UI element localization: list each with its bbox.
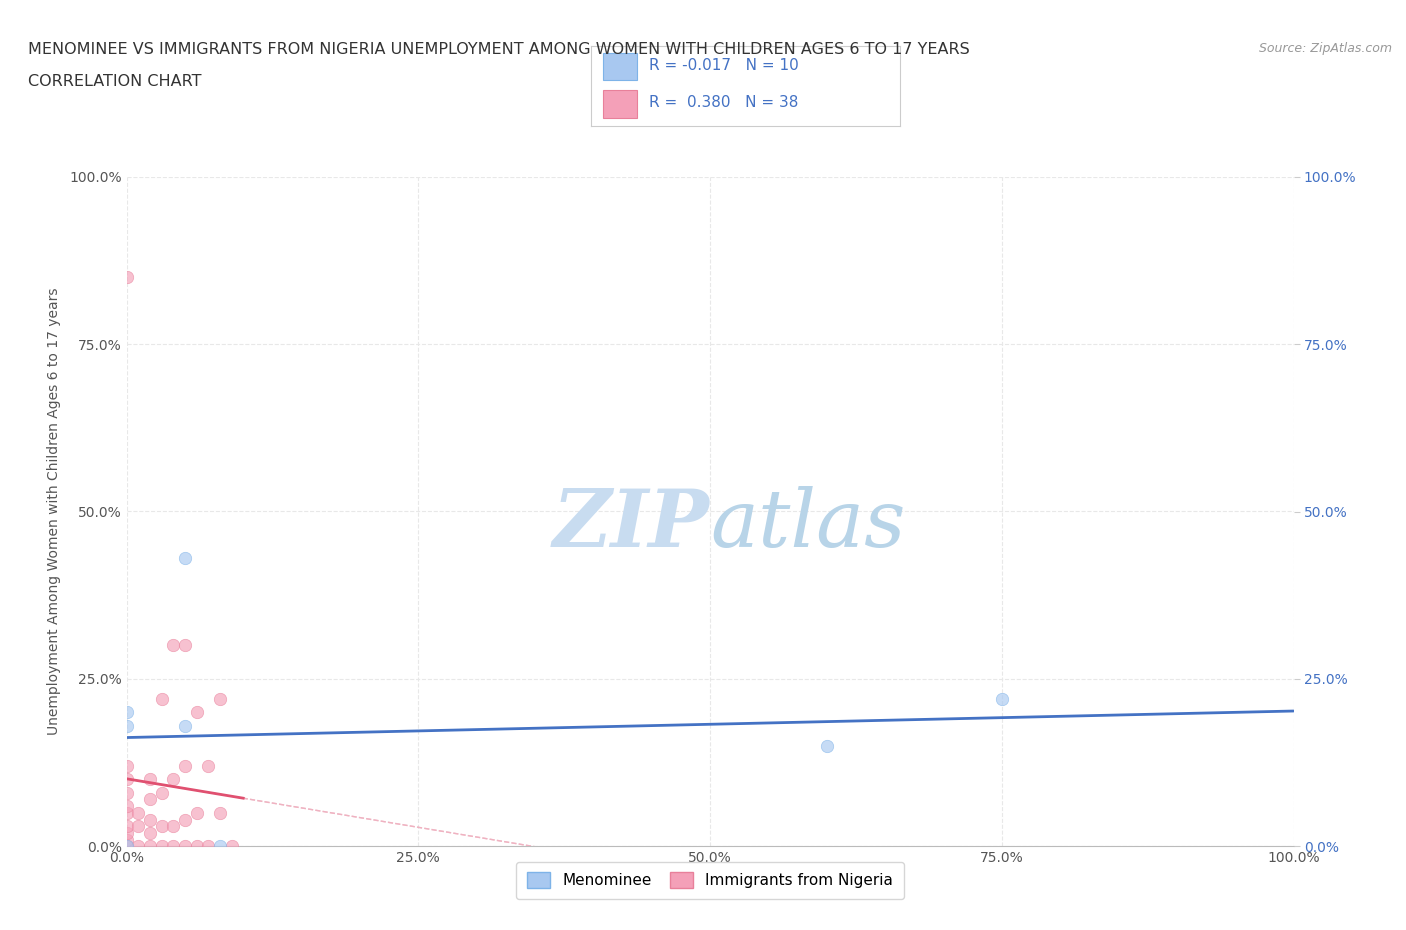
Point <box>197 759 219 774</box>
Point <box>115 832 138 847</box>
Point <box>174 759 197 774</box>
Point <box>221 839 243 854</box>
Point <box>208 805 231 820</box>
Point <box>150 785 173 800</box>
Point <box>174 718 197 733</box>
Point <box>115 839 138 854</box>
Point <box>150 839 173 854</box>
Point <box>208 839 231 854</box>
Point <box>815 738 838 753</box>
Point <box>186 839 208 854</box>
Text: R =  0.380   N = 38: R = 0.380 N = 38 <box>650 95 799 110</box>
Point <box>186 805 208 820</box>
Point <box>115 270 138 285</box>
Point <box>174 551 197 565</box>
Point <box>115 718 138 733</box>
Point <box>139 792 162 807</box>
Text: MENOMINEE VS IMMIGRANTS FROM NIGERIA UNEMPLOYMENT AMONG WOMEN WITH CHILDREN AGES: MENOMINEE VS IMMIGRANTS FROM NIGERIA UNE… <box>28 42 970 57</box>
Text: atlas: atlas <box>710 486 905 564</box>
Bar <box>603 53 637 81</box>
Point <box>139 772 162 787</box>
Point <box>127 805 149 820</box>
Point <box>162 818 184 833</box>
Point <box>127 818 149 833</box>
Text: R = -0.017   N = 10: R = -0.017 N = 10 <box>650 59 799 73</box>
Point <box>197 839 219 854</box>
Point <box>115 818 138 833</box>
Text: ZIP: ZIP <box>553 486 710 564</box>
Point <box>139 826 162 841</box>
Point <box>162 772 184 787</box>
Point <box>115 759 138 774</box>
Point <box>186 705 208 720</box>
Point <box>139 812 162 827</box>
Point <box>150 818 173 833</box>
Point <box>115 826 138 841</box>
Point <box>162 638 184 653</box>
Bar <box>603 90 637 118</box>
Point <box>115 705 138 720</box>
Point <box>162 839 184 854</box>
Point <box>174 839 197 854</box>
Point <box>208 692 231 707</box>
Text: Source: ZipAtlas.com: Source: ZipAtlas.com <box>1258 42 1392 55</box>
Point <box>139 839 162 854</box>
Point <box>115 805 138 820</box>
Point <box>990 692 1012 707</box>
Point <box>115 839 138 854</box>
Point <box>115 785 138 800</box>
Legend: Menominee, Immigrants from Nigeria: Menominee, Immigrants from Nigeria <box>516 861 904 899</box>
Y-axis label: Unemployment Among Women with Children Ages 6 to 17 years: Unemployment Among Women with Children A… <box>46 287 60 736</box>
Point <box>174 812 197 827</box>
Point <box>174 638 197 653</box>
Point <box>150 692 173 707</box>
Point <box>115 772 138 787</box>
Text: CORRELATION CHART: CORRELATION CHART <box>28 74 201 89</box>
Point <box>127 839 149 854</box>
Point <box>115 799 138 814</box>
